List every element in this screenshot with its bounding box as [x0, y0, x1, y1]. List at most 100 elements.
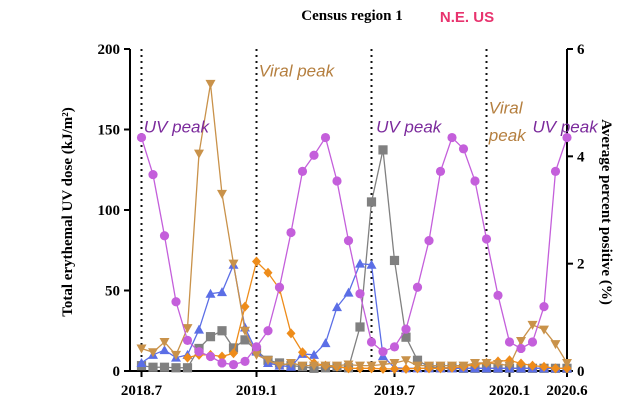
data-point — [182, 363, 193, 373]
data-point — [343, 287, 354, 297]
y-axis-left-label: Total erythemal UV dose (kJ/m²) — [60, 107, 76, 317]
data-point — [136, 344, 147, 354]
x-tick-label: 2020.6 — [546, 383, 588, 399]
data-point — [309, 361, 319, 371]
data-point — [263, 356, 273, 366]
y-axis-right-label: Average percent positive (%) — [598, 119, 614, 305]
data-point — [470, 176, 480, 186]
annotation-label: UV peak — [533, 118, 600, 137]
data-point — [205, 288, 216, 298]
data-point — [182, 335, 193, 346]
series-line — [141, 149, 567, 369]
data-point — [516, 336, 526, 346]
data-point — [136, 357, 147, 367]
data-point — [159, 338, 170, 348]
data-point — [401, 356, 411, 366]
data-point — [378, 347, 388, 357]
data-point — [343, 360, 354, 370]
y-right-tick-label: 0 — [577, 364, 585, 380]
data-point — [390, 363, 399, 374]
data-point — [447, 361, 457, 371]
data-point — [228, 343, 239, 353]
data-point — [527, 337, 538, 347]
data-point — [412, 355, 423, 365]
y-left-tick-label: 200 — [98, 42, 121, 58]
y-right-tick-label: 6 — [577, 42, 585, 58]
data-point — [366, 361, 377, 371]
data-point — [183, 352, 192, 363]
x-tick-label: 2018.7 — [121, 383, 163, 399]
data-point — [194, 347, 204, 357]
data-point — [493, 290, 503, 300]
data-point — [481, 358, 492, 368]
data-point — [159, 345, 170, 355]
data-point — [251, 350, 262, 360]
data-point — [263, 267, 273, 278]
data-point — [550, 340, 561, 350]
data-point — [148, 169, 158, 180]
data-point — [355, 361, 365, 371]
data-point — [159, 231, 170, 241]
data-point — [205, 79, 216, 89]
data-point — [332, 176, 342, 186]
data-point — [343, 235, 354, 246]
plot-area: 0 50 100 150 200 0 2 4 6 2018.7 2019.1 2019.7 2020.1… — [98, 42, 600, 399]
data-point — [435, 361, 446, 371]
data-point — [366, 259, 377, 269]
data-point — [424, 361, 434, 371]
data-point — [528, 360, 537, 371]
data-point — [228, 259, 239, 269]
data-point — [286, 358, 296, 368]
data-point — [274, 361, 285, 371]
data-point — [539, 325, 549, 335]
data-point — [194, 324, 204, 334]
data-point — [240, 335, 250, 345]
data-point — [470, 358, 480, 368]
data-point — [217, 287, 227, 297]
data-point — [148, 362, 158, 372]
region-label: N.E. US — [440, 9, 494, 26]
y-right-tick-label: 2 — [577, 257, 585, 273]
data-point — [562, 363, 572, 374]
data-point — [493, 360, 503, 370]
data-point — [217, 358, 227, 368]
data-point — [240, 356, 250, 366]
data-point — [378, 360, 388, 370]
data-point — [332, 361, 342, 371]
data-point — [355, 289, 365, 299]
annotation-label: UV peak — [144, 118, 211, 137]
data-point — [527, 320, 538, 330]
data-point — [424, 235, 434, 246]
annotation-label: peak — [488, 126, 527, 145]
data-point — [263, 326, 273, 336]
data-point — [309, 150, 319, 160]
x-tick-label: 2020.1 — [489, 383, 530, 399]
data-point — [389, 358, 400, 368]
data-point — [297, 361, 308, 371]
data-point — [458, 144, 469, 154]
data-point — [298, 347, 307, 358]
data-point — [401, 332, 411, 342]
data-point — [366, 337, 377, 347]
data-point — [148, 348, 158, 358]
data-point — [320, 132, 331, 143]
data-point — [551, 363, 560, 374]
data-point — [229, 348, 238, 359]
data-point — [378, 145, 388, 155]
data-point — [481, 234, 492, 244]
data-point — [136, 132, 147, 143]
data-point — [320, 361, 331, 371]
x-tick-label: 2019.1 — [236, 383, 277, 399]
data-point — [286, 328, 296, 339]
data-point — [205, 351, 216, 362]
data-point — [539, 302, 549, 312]
data-point — [217, 326, 227, 336]
data-point — [562, 358, 572, 368]
y-left-tick-label: 150 — [98, 123, 121, 139]
data-point — [458, 361, 469, 371]
data-point — [389, 255, 400, 266]
data-point — [171, 350, 181, 360]
series-line — [140, 135, 568, 366]
data-point — [412, 282, 423, 292]
data-point — [332, 302, 342, 312]
